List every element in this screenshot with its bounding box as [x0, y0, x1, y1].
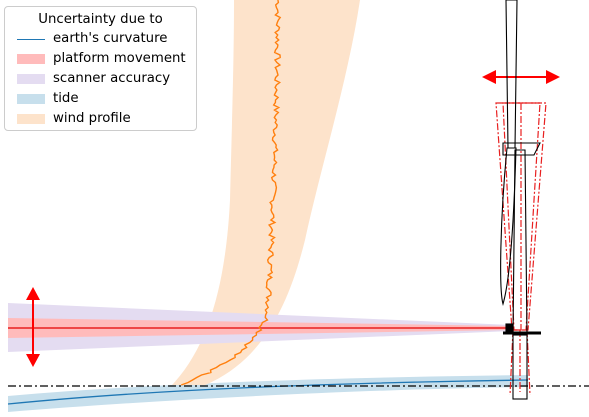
- turbine-foundation: [512, 334, 528, 400]
- legend-item-platform-movement: platform movement: [5, 49, 196, 69]
- wind-profile-swatch: [17, 114, 45, 124]
- wind-profile-line: [180, 0, 282, 386]
- wind-turbine: [500, 0, 541, 400]
- wind-profile-band: [172, 0, 360, 385]
- tide-swatch: [17, 94, 45, 104]
- legend-item-earth-curvature: earth's curvature: [5, 29, 196, 49]
- legend-label: earth's curvature: [53, 31, 168, 46]
- legend-label: scanner accuracy: [53, 71, 171, 86]
- horizontal-motion-arrow: [482, 70, 560, 84]
- legend-item-wind-profile: wind profile: [5, 109, 196, 129]
- legend-title: Uncertainty due to: [38, 12, 163, 27]
- turbine-tower: [512, 149, 528, 336]
- scanner-accuracy-swatch: [17, 74, 45, 84]
- legend-label: tide: [53, 91, 79, 106]
- turbine-blade-upper: [505, 0, 518, 149]
- lidar-scanner: [505, 323, 514, 333]
- legend-label: platform movement: [53, 51, 186, 66]
- legend-label: wind profile: [53, 111, 131, 126]
- legend: Uncertainty due to earth's curvature pla…: [4, 6, 197, 131]
- legend-item-tide: tide: [5, 89, 196, 109]
- turbine-nacelle: [502, 142, 541, 156]
- platform-movement-swatch: [17, 54, 45, 64]
- vertical-motion-arrow: [26, 287, 40, 367]
- earth-curvature-swatch: [17, 39, 45, 40]
- legend-item-scanner-accuracy: scanner accuracy: [5, 69, 196, 89]
- tide-band: [8, 375, 528, 412]
- earth-curvature-line: [7, 379, 529, 405]
